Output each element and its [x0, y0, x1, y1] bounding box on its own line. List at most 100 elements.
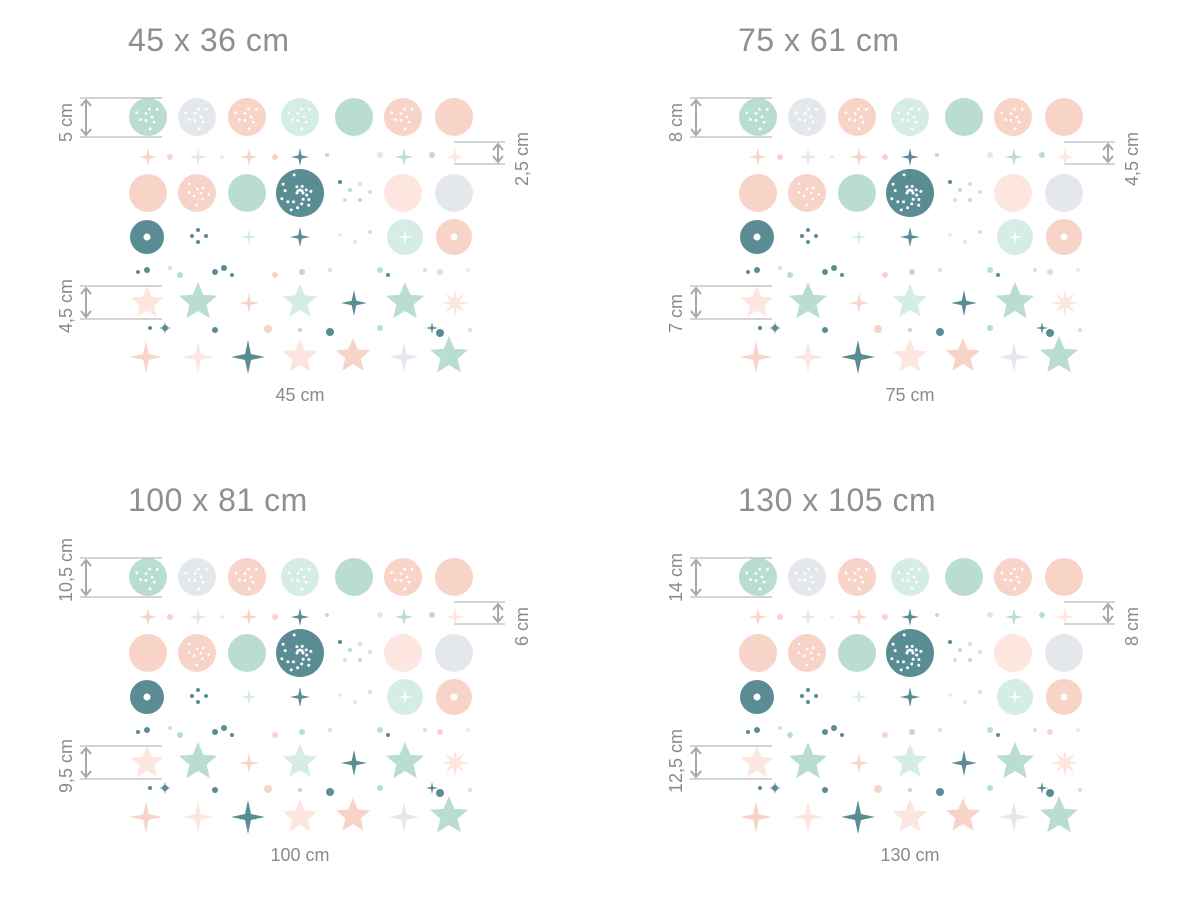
dot-pattern — [917, 203, 921, 207]
confetti-dot — [958, 188, 962, 192]
arrow-head-icon — [492, 155, 504, 164]
confetti-dot — [221, 265, 227, 271]
confetti-dot — [1078, 328, 1082, 332]
dot-pattern — [910, 202, 914, 206]
circle-sticker — [178, 98, 216, 136]
dot-pattern — [399, 119, 403, 122]
confetti-dot — [953, 198, 957, 202]
dot-pattern — [184, 111, 188, 115]
dot-pattern — [296, 579, 300, 582]
confetti-dot — [343, 198, 347, 202]
dot-pattern — [896, 660, 900, 664]
confetti-dot — [814, 694, 818, 698]
confetti-dot — [436, 789, 444, 797]
star-sticker — [740, 286, 774, 317]
dot-pattern — [1009, 112, 1013, 115]
circle-sticker — [178, 174, 216, 212]
dot-pattern — [749, 578, 752, 582]
confetti-dot — [162, 325, 168, 331]
confetti-dot — [212, 729, 218, 735]
arrow-head-icon — [80, 588, 92, 597]
dot-pattern — [296, 119, 300, 122]
sparkle-icon — [1005, 608, 1023, 626]
star-sticker — [386, 282, 424, 319]
dot-pattern — [902, 200, 906, 204]
circle-sticker — [178, 558, 216, 596]
panel-title: 100 x 81 cm — [128, 482, 308, 518]
dot-pattern — [305, 193, 309, 197]
confetti-dot — [987, 152, 993, 158]
confetti-dot — [953, 658, 957, 662]
arrow-head-icon — [80, 558, 92, 567]
circle-sticker — [788, 98, 826, 136]
confetti-dot — [787, 732, 793, 738]
sparkle-icon — [1056, 608, 1074, 626]
sparkle-icon — [1008, 690, 1022, 704]
dot-pattern — [150, 575, 154, 579]
dot-pattern — [758, 587, 762, 591]
dot-pattern — [861, 120, 865, 124]
dot-pattern — [144, 119, 148, 122]
confetti-dot — [377, 612, 383, 618]
dot-pattern — [891, 642, 895, 646]
dot-pattern — [905, 191, 909, 195]
dot-pattern — [853, 112, 857, 115]
star-sticker — [130, 801, 162, 833]
large-dotted-circle — [276, 169, 324, 217]
circle-sticker — [228, 634, 266, 672]
arrow-head-icon — [80, 746, 92, 755]
dot-pattern — [914, 580, 918, 584]
dot-pattern — [803, 119, 807, 122]
dot-pattern — [243, 572, 247, 575]
star-sticker — [130, 341, 162, 373]
confetti-dot — [882, 272, 888, 278]
star-sticker — [740, 746, 774, 777]
dot-pattern — [1017, 580, 1021, 584]
small-star-height-label: 4,5 cm — [1122, 131, 1142, 186]
dot-pattern — [811, 580, 815, 584]
dot-pattern — [410, 108, 414, 111]
arrow-head-icon — [1102, 142, 1114, 151]
dot-pattern — [304, 648, 308, 652]
dot-pattern — [754, 579, 758, 582]
sparkle-icon — [290, 687, 310, 707]
confetti-dot — [358, 182, 362, 186]
confetti-dot — [353, 240, 357, 244]
confetti-dot — [212, 327, 218, 333]
dot-pattern — [193, 112, 197, 115]
dot-pattern — [247, 127, 251, 131]
sparkle-icon — [395, 608, 413, 626]
dot-pattern — [292, 173, 296, 177]
dot-pattern — [917, 568, 921, 571]
dot-pattern — [807, 107, 810, 111]
confetti-dot — [220, 615, 224, 619]
circle-sticker — [994, 174, 1032, 212]
dot-pattern — [204, 568, 208, 571]
panel-130x105: 130 x 105 cm 14 cm 12,5 cm 8 cm 130 cm — [610, 460, 1200, 910]
dot-pattern — [910, 644, 914, 648]
dot-pattern — [152, 580, 156, 584]
dot-pattern — [148, 127, 152, 131]
circle-sticker — [129, 558, 167, 596]
dot-pattern — [187, 182, 191, 186]
confetti-dot — [429, 612, 435, 618]
dot-pattern — [152, 120, 156, 124]
confetti-dot — [778, 726, 782, 730]
circle-sticker — [739, 558, 777, 596]
confetti-dot — [840, 273, 844, 277]
confetti-dot — [882, 732, 888, 738]
dot-pattern — [897, 571, 901, 575]
circle-sticker — [945, 558, 983, 596]
dot-pattern — [758, 127, 762, 131]
confetti-dot — [348, 648, 352, 652]
large-dotted-circle — [276, 629, 324, 677]
confetti-dot — [1039, 152, 1045, 158]
dot-pattern — [762, 120, 766, 124]
dot-pattern — [906, 579, 910, 582]
dot-pattern — [1013, 587, 1017, 591]
dot-pattern — [809, 651, 813, 655]
dot-pattern — [893, 189, 897, 193]
dot-pattern — [848, 118, 851, 122]
star-sticker — [179, 742, 217, 779]
dot-pattern — [394, 578, 397, 582]
